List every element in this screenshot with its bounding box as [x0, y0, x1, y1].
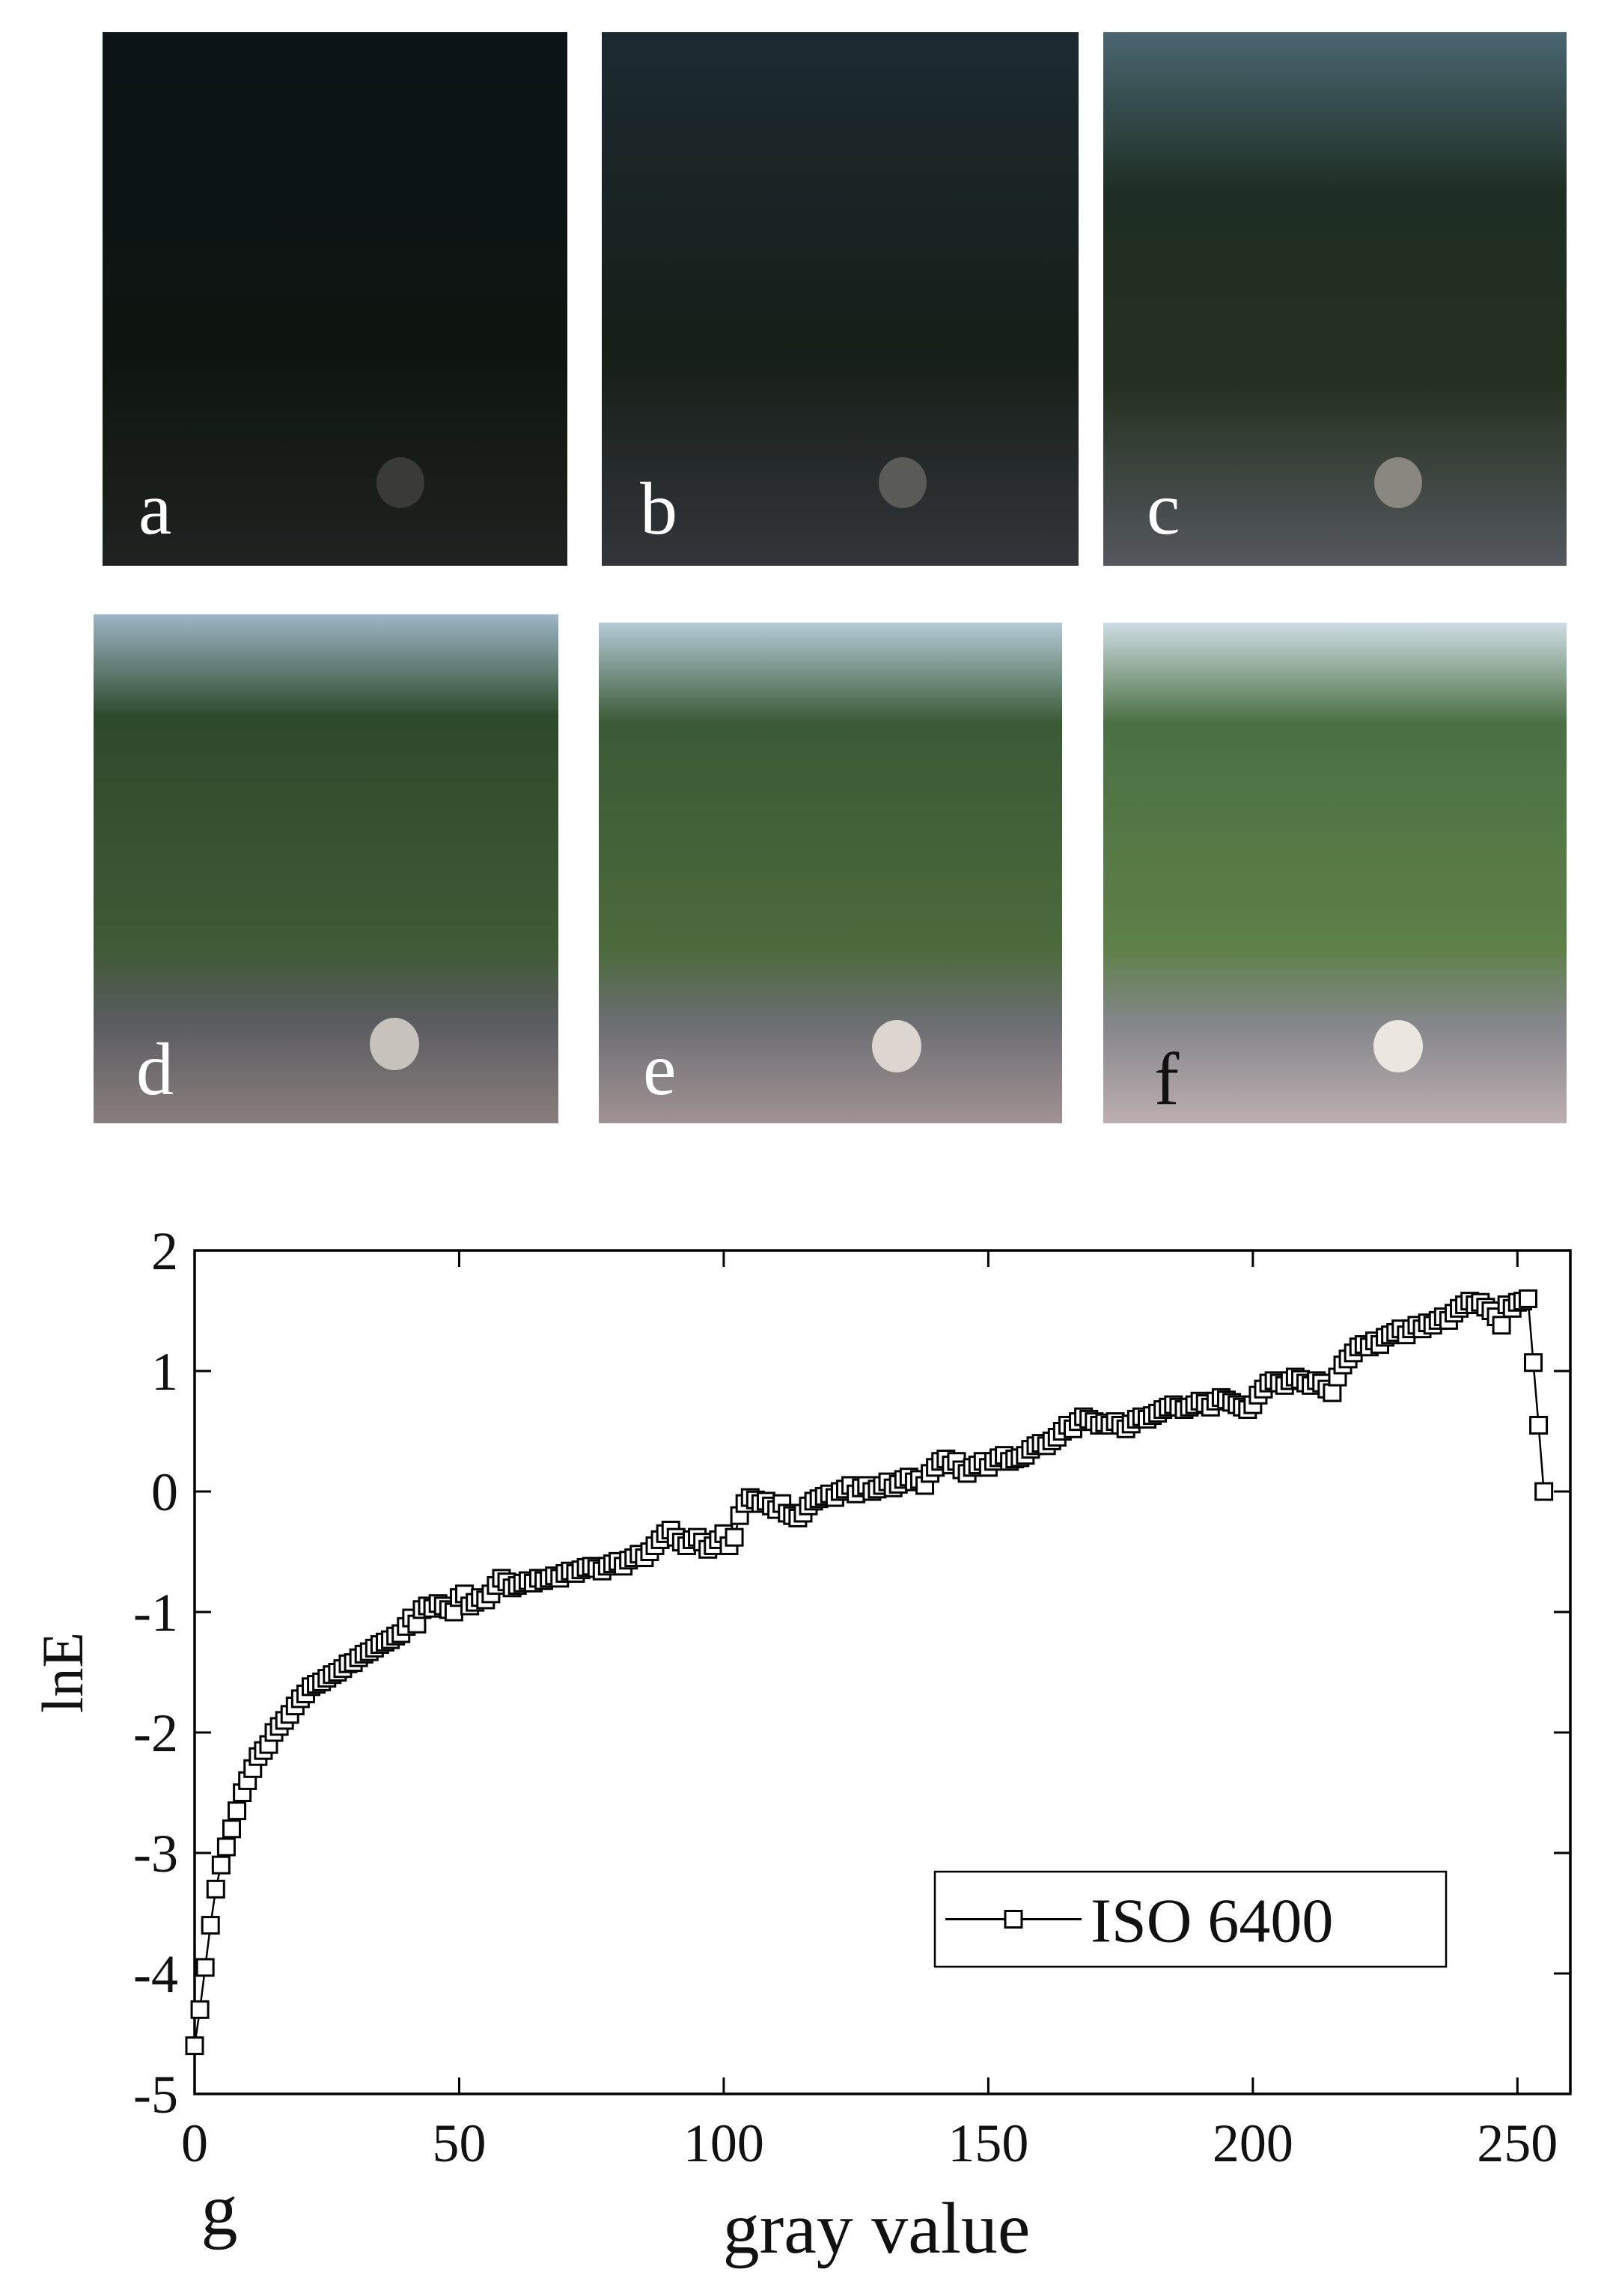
data-point: [228, 1801, 247, 1821]
y-tick-label: -5: [133, 2065, 178, 2125]
x-tick-label: 150: [948, 2113, 1028, 2173]
panel-label: e: [643, 1028, 676, 1111]
photo-panel: d: [94, 614, 558, 1123]
panel-label: f: [1154, 1037, 1180, 1120]
sphere: [370, 1018, 419, 1070]
legend-label: ISO 6400: [1091, 1887, 1333, 1956]
data-point: [1323, 1383, 1342, 1402]
panel-label: a: [138, 467, 171, 550]
data-point: [195, 1958, 215, 1977]
photo: [1103, 623, 1567, 1123]
photo-panel: c: [1103, 32, 1567, 566]
y-tick-label: 2: [151, 1221, 178, 1281]
photo: [602, 32, 1079, 566]
x-tick-label: 200: [1213, 2113, 1293, 2173]
panel-label: c: [1147, 467, 1180, 550]
y-tick-label: -1: [133, 1583, 178, 1643]
sphere: [1374, 457, 1422, 508]
sphere: [376, 457, 424, 508]
sphere: [872, 1020, 921, 1072]
photo-panel: f: [1103, 623, 1567, 1123]
sphere: [879, 457, 927, 508]
y-tick-label: -4: [133, 1944, 178, 2004]
data-point: [216, 1837, 236, 1857]
data-point: [222, 1819, 241, 1839]
chart: gray value g lnE 0 50 100 150 200 250 -5 -4 -3 -2…: [30, 1221, 1572, 2269]
data-point: [1492, 1316, 1511, 1335]
photo: [1103, 32, 1567, 566]
data-point: [190, 2000, 210, 2019]
data-point: [211, 1855, 231, 1875]
photo-panel: a: [103, 32, 567, 566]
data-point: [1524, 1353, 1543, 1373]
y-axis-label: lnE: [30, 1632, 95, 1713]
photo-panel: e: [599, 623, 1062, 1123]
y-tick-label: -3: [133, 1824, 178, 1884]
panel-label: b: [640, 467, 677, 550]
data-point: [1518, 1289, 1537, 1308]
y-tick-label: 1: [151, 1342, 178, 1402]
photo: [103, 32, 567, 566]
photo-panel: b: [602, 32, 1079, 566]
data-point: [185, 2036, 204, 2056]
photo: [599, 623, 1062, 1123]
annotation: g: [201, 2170, 238, 2250]
x-tick-label: 0: [181, 2113, 208, 2173]
y-tick-label: -2: [133, 1703, 178, 1763]
x-tick-label: 250: [1477, 2113, 1558, 2173]
x-tick-label: 50: [432, 2113, 486, 2173]
panel-label: d: [136, 1028, 174, 1111]
data-point: [725, 1527, 744, 1547]
y-tick-label: 0: [151, 1462, 178, 1522]
data-point: [201, 1916, 220, 1935]
data-point: [206, 1879, 225, 1899]
data-point: [1529, 1415, 1549, 1435]
data-point: [1534, 1482, 1554, 1501]
x-axis-label: gray value: [723, 2188, 1031, 2269]
plot-frame: [193, 1249, 1572, 2095]
photo: [94, 614, 558, 1123]
legend-marker: [1004, 1910, 1023, 1929]
sphere: [1373, 1020, 1423, 1072]
x-tick-label: 100: [683, 2113, 764, 2173]
